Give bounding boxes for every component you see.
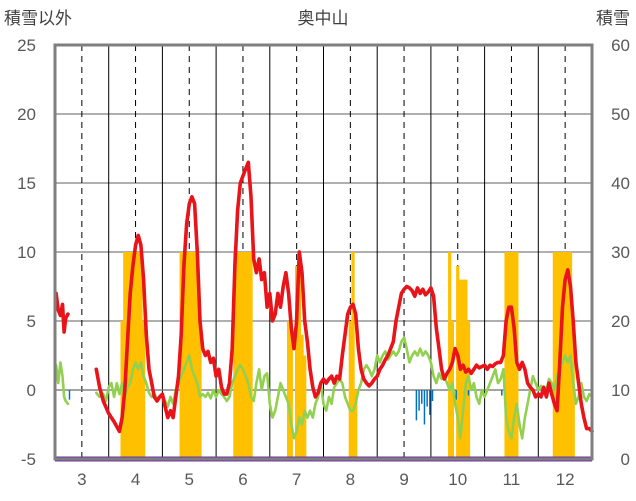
right-tick-label: 40 [611, 174, 630, 193]
x-tick-label: 11 [503, 470, 521, 489]
left-tick-label: 0 [27, 381, 36, 400]
snow-bar [184, 252, 189, 459]
green-series-line [95, 336, 594, 440]
left-axis-label: 積雪以外 [4, 9, 72, 29]
right-tick-label: 10 [611, 381, 630, 400]
snow-bar [123, 252, 127, 459]
snow-bar [198, 321, 202, 459]
left-tick-label: -5 [21, 450, 36, 469]
blue-bar [501, 390, 503, 396]
x-tick-label: 12 [556, 470, 575, 489]
x-axis-ticks: 3 4 5 6 7 8 9 10 11 12 [77, 470, 574, 489]
left-tick-label: 20 [17, 105, 36, 124]
snow-bar [192, 252, 197, 459]
snow-bar [555, 252, 559, 459]
snow-bar [351, 252, 355, 459]
blue-bars [68, 390, 503, 425]
chart-title: 奥中山 [298, 9, 349, 29]
x-tick-label: 3 [77, 470, 86, 489]
snow-bar [560, 252, 565, 459]
snow-bar [300, 334, 304, 459]
right-axis-label: 積雪 [596, 9, 630, 29]
snow-bar [552, 252, 557, 459]
right-tick-label: 50 [611, 105, 630, 124]
green-series-line [54, 361, 70, 406]
right-axis-ticks: 60 50 40 30 20 10 0 [611, 36, 630, 469]
red-series-line [94, 160, 594, 434]
blue-bar [429, 390, 431, 415]
x-tick-label: 5 [185, 470, 194, 489]
x-tick-label: 10 [448, 470, 467, 489]
snow-bar [136, 252, 140, 459]
blue-bar [421, 390, 423, 404]
left-tick-label: 25 [17, 36, 36, 55]
right-tick-label: 0 [621, 450, 630, 469]
right-tick-label: 30 [611, 243, 630, 262]
snow-bar [141, 321, 146, 459]
blue-bar [426, 390, 428, 407]
blue-bar [467, 390, 470, 396]
blue-bar [455, 390, 457, 400]
snow-bar [238, 252, 242, 459]
snow-bar [128, 252, 132, 459]
snow-bar [295, 265, 299, 459]
blue-bar [423, 390, 426, 425]
snow-bar [133, 252, 138, 459]
plot-frame [53, 43, 594, 461]
x-tick-label: 7 [292, 470, 301, 489]
snow-bar [354, 390, 358, 459]
left-tick-label: 10 [17, 243, 36, 262]
snow-bar [507, 252, 511, 459]
snow-bar [139, 252, 143, 459]
left-tick-label: 15 [17, 174, 36, 193]
snow-bar [120, 321, 124, 459]
blue-bar [431, 390, 434, 402]
right-tick-label: 60 [611, 36, 630, 55]
snow-bar [131, 252, 135, 459]
snow-bar [448, 252, 452, 459]
snow-bar [504, 252, 508, 459]
snow-bar [235, 252, 240, 459]
snow-bar [289, 321, 293, 459]
snow-bar [190, 252, 194, 459]
left-axis-ticks: 25 20 15 10 5 0 -5 [17, 36, 36, 469]
x-tick-label: 4 [131, 470, 140, 489]
right-tick-label: 20 [611, 312, 630, 331]
snow-bar [243, 252, 248, 459]
blue-bar [68, 390, 71, 400]
x-tick-label: 8 [346, 470, 355, 489]
x-tick-label: 9 [399, 470, 408, 489]
snow-bar [182, 252, 186, 459]
snow-bar [195, 252, 199, 459]
snow-bar [512, 252, 516, 459]
blue-bar [418, 390, 420, 411]
snow-bar [246, 252, 250, 459]
snow-bar [249, 252, 253, 459]
snow-bar [303, 355, 307, 459]
snow-bar [286, 321, 291, 459]
snow-bar [297, 252, 301, 459]
snow-bar [566, 252, 570, 459]
red-line [54, 160, 594, 434]
snow-bar [348, 321, 352, 459]
green-line [54, 336, 594, 440]
left-tick-label: 5 [27, 312, 36, 331]
x-tick-label: 6 [238, 470, 247, 489]
snow-bar [233, 252, 237, 459]
snow-bar [241, 252, 245, 459]
blue-bar [415, 390, 418, 421]
snow-bar [509, 252, 514, 459]
red-series-line [54, 291, 70, 334]
